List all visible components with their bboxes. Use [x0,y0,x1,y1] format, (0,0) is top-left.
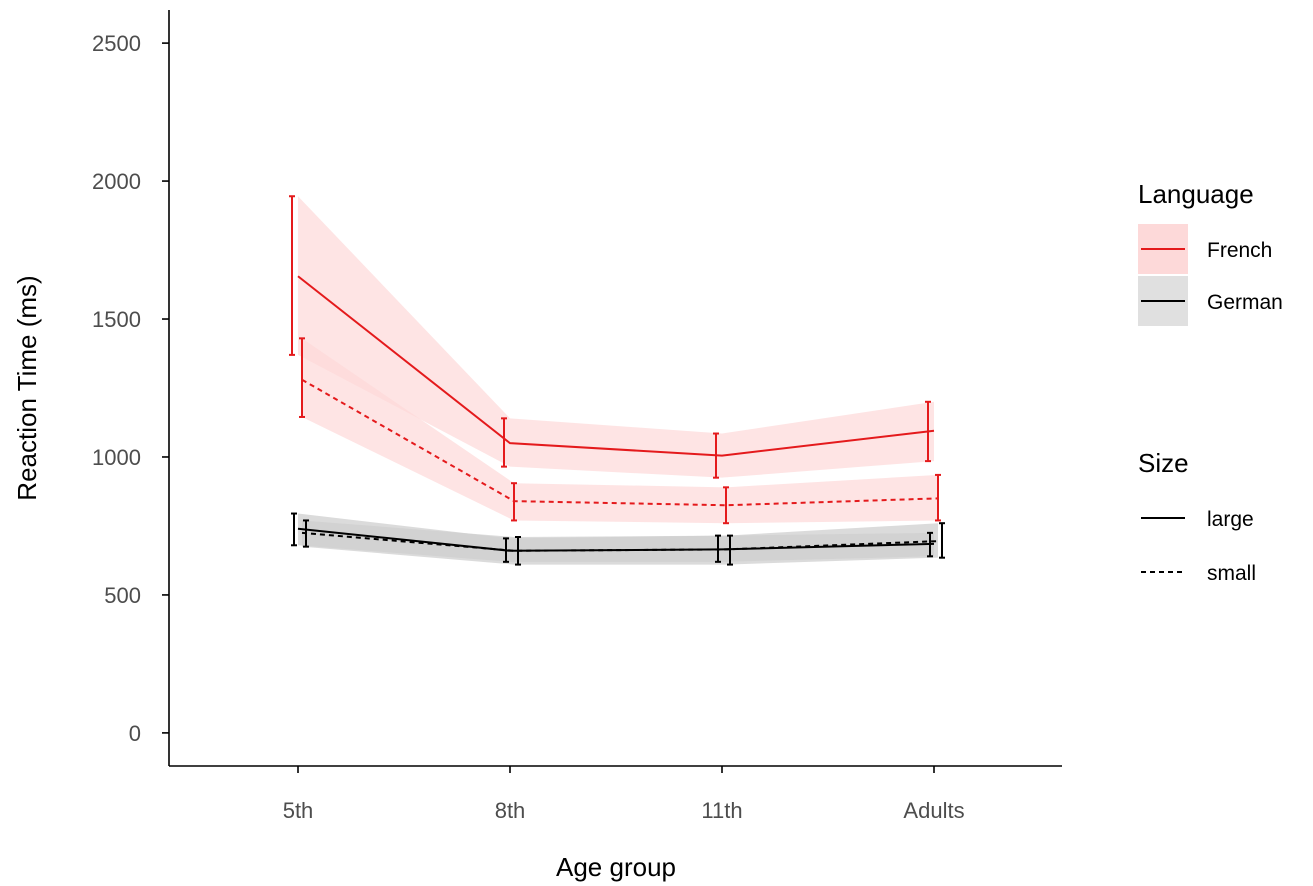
error-bar-french-small [935,473,941,522]
x-axis-title: Age group [556,852,676,882]
error-bars [289,195,945,566]
error-bar-french-large [289,195,295,356]
y-tick-label: 500 [104,583,141,608]
series-lines [297,275,939,552]
legend-label-large: large [1207,508,1254,531]
legend-item-small: small [1141,562,1256,585]
legend-item-french: French [1138,224,1272,274]
legend-title-size: Size [1138,448,1189,478]
x-tick-label: Adults [903,798,964,823]
error-bar-french-small [723,486,729,525]
error-bar-french-large [501,417,507,468]
axes: 0 500 1000 1500 2000 2500 5th 8th 11th Adults [92,10,1062,823]
y-tick-label: 2500 [92,31,141,56]
legend: Language French German Size large small [1138,179,1283,585]
y-tick-label: 1500 [92,307,141,332]
ribbon-french-large [298,196,934,478]
x-tick-label: 11th [701,798,742,823]
x-tick-label: 5th [283,798,314,823]
ribbon-french-small [302,338,938,524]
legend-title-language: Language [1138,179,1254,209]
error-bar-german-small [939,522,945,559]
ribbon-german-small [302,520,938,565]
y-axis-ticks: 0 500 1000 1500 2000 2500 [92,31,169,746]
x-axis-ticks: 5th 8th 11th Adults [283,766,965,823]
y-tick-label: 1000 [92,445,141,470]
line-french-large [297,275,935,457]
legend-item-large: large [1141,508,1254,531]
line-german-large [297,527,935,552]
y-tick-label: 0 [129,721,141,746]
line-german-small [301,531,939,552]
legend-label-german: German [1207,291,1283,314]
x-tick-label: 8th [495,798,526,823]
legend-item-german: German [1138,276,1283,326]
error-bar-french-small [299,337,305,418]
y-axis-title: Reaction Time (ms) [12,275,42,500]
y-tick-label: 2000 [92,169,141,194]
confidence-ribbons [298,196,938,565]
line-french-small [301,378,939,507]
legend-label-french: French [1207,239,1272,262]
legend-label-small: small [1207,562,1256,585]
error-bar-german-large [291,512,297,547]
